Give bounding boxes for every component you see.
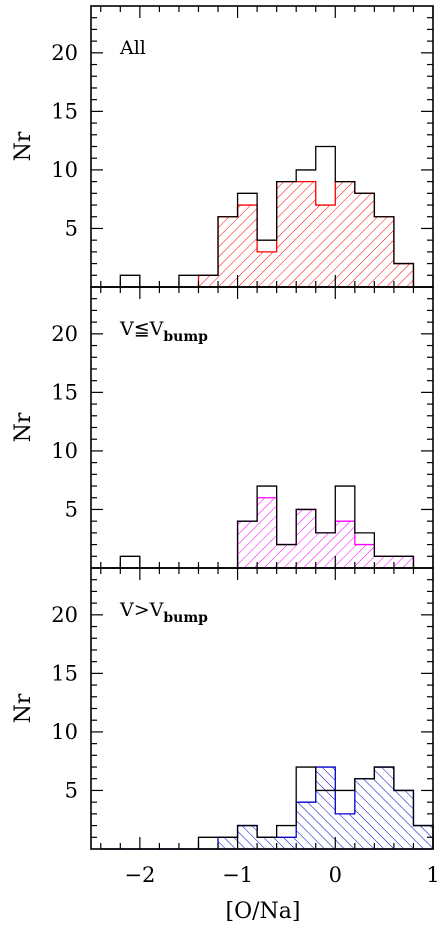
hatched-bar [354, 193, 375, 287]
hatched-bar [413, 825, 433, 849]
y-tick-label: 15 [51, 380, 78, 404]
y-tick-label: 20 [51, 41, 78, 65]
x-tick-label: 1 [426, 863, 439, 887]
y-tick-label: 20 [51, 322, 78, 346]
hatched-bar [335, 813, 355, 849]
hatched-bar [315, 205, 336, 287]
y-tick-label: 5 [65, 778, 78, 802]
hatched-bar [393, 556, 414, 568]
x-axis-title: [O/Na] [226, 899, 301, 924]
y-tick-label: 10 [51, 720, 78, 744]
hatched-bar [257, 837, 277, 849]
hatched-bar [393, 790, 414, 849]
hatched-bar [335, 181, 355, 287]
hatched-bar [315, 767, 336, 849]
hatched-bar [315, 532, 336, 568]
hatched-bar [296, 181, 316, 287]
hatched-bar [354, 778, 375, 849]
hatched-bar [218, 216, 238, 287]
hatched-bar [335, 521, 355, 568]
hatched-bar [374, 767, 394, 849]
hatched-bar [237, 521, 258, 568]
y-tick-label: 5 [65, 497, 78, 521]
y-axis-title: Nr [11, 131, 36, 161]
hatched-bar [218, 837, 238, 849]
hatched-bar [393, 263, 414, 287]
hatched-bar [237, 205, 258, 287]
hatched-bar [374, 556, 394, 568]
y-axis-title: Nr [11, 412, 36, 442]
hatched-bar [374, 216, 394, 287]
hatched-bar [296, 509, 316, 568]
hatched-bar [276, 837, 297, 849]
hatched-bar [276, 544, 297, 568]
panel-2: 5 10 15 20 Nr V≦Vbump [11, 286, 434, 569]
hatched-bar [257, 251, 277, 287]
y-tick-label: 20 [51, 603, 78, 627]
y-tick-label: 15 [51, 99, 78, 123]
hatched-bar [237, 825, 258, 849]
hatched-bar [276, 181, 297, 287]
x-tick-label: −1 [222, 863, 253, 887]
panel-3: 5 10 15 20 Nr V>Vbump −2 −1 0 1 [11, 567, 439, 887]
y-tick-label: 5 [65, 216, 78, 240]
y-tick-label: 10 [51, 158, 78, 182]
y-tick-label: 10 [51, 439, 78, 463]
hatched-bar [354, 544, 375, 568]
y-axis-title: Nr [11, 693, 36, 723]
y-tick-label: 15 [51, 661, 78, 685]
hatched-bar [296, 802, 316, 849]
x-tick-label: −2 [124, 863, 155, 887]
hatched-bar [257, 497, 277, 568]
panel-label: All [119, 37, 146, 59]
panel-label: V≦Vbump [119, 318, 208, 345]
hatched-bar [198, 275, 219, 287]
panel-label: V>Vbump [119, 599, 208, 626]
panel-1: 5 10 15 20 Nr All [11, 5, 434, 288]
x-tick-label: 0 [329, 863, 342, 887]
